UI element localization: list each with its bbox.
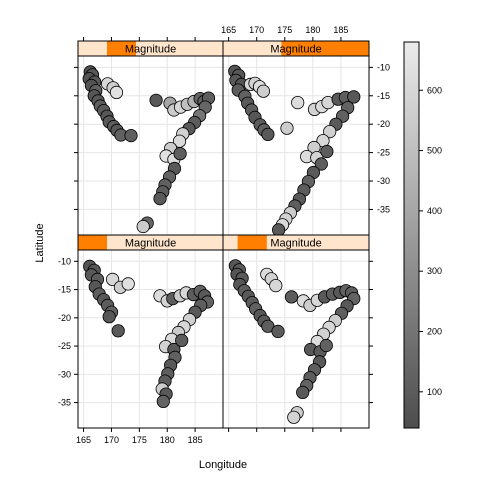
y-tick-label-left: -35 <box>58 398 71 408</box>
y-axis-label: Latitude <box>34 223 46 262</box>
panel-4: Magnitude <box>222 234 370 429</box>
strip-label: Magnitude <box>270 44 321 56</box>
strip-range-indicator <box>281 41 369 56</box>
data-point <box>175 333 189 347</box>
y-tick-label-left: -20 <box>58 313 71 323</box>
panel-1: Magnitude <box>77 40 224 236</box>
strip-border <box>222 40 370 57</box>
y-tick-label-right: -20 <box>377 119 390 129</box>
strip-label: Magnitude <box>125 238 176 250</box>
data-point <box>121 277 135 291</box>
panel-2: Magnitude <box>222 40 370 237</box>
x-tick-label-bottom: 175 <box>132 435 147 445</box>
x-tick-label-top: 180 <box>305 25 320 35</box>
y-tick-label-right: -15 <box>377 91 390 101</box>
y-tick-label-right: -30 <box>377 176 390 186</box>
data-point <box>319 338 333 353</box>
data-point <box>156 394 170 408</box>
data-point <box>347 90 361 104</box>
panels-group: Magnitude Magnitude Magnitude Magnitude <box>77 40 370 429</box>
data-point <box>256 84 270 98</box>
panel-3: Magnitude <box>77 234 224 429</box>
strip-label: Magnitude <box>270 238 321 250</box>
colorbar-tick-label: 600 <box>427 85 442 95</box>
x-tick-label-bottom: 170 <box>104 435 119 445</box>
data-point <box>271 223 286 237</box>
data-point <box>296 385 310 399</box>
data-point <box>149 93 163 107</box>
x-tick-label-top: 185 <box>333 25 348 35</box>
x-tick-label-bottom: 185 <box>188 435 203 445</box>
strip-label: Magnitude <box>125 44 176 56</box>
colorbar-tick-label: 100 <box>427 387 442 397</box>
data-point <box>106 272 120 286</box>
data-point <box>291 96 305 110</box>
strip-background <box>78 235 223 250</box>
strip-range-indicator <box>237 235 267 250</box>
strip-border <box>222 234 370 251</box>
strip-range-indicator <box>78 235 107 250</box>
x-tick-label-bottom: 165 <box>76 435 91 445</box>
colorbar-ramp <box>403 41 420 429</box>
y-tick-label-left: -30 <box>58 369 71 379</box>
y-tick-label-right: -10 <box>377 62 390 72</box>
colorbar-tick-label: 500 <box>427 146 442 156</box>
data-point <box>109 85 124 100</box>
x-tick-label-top: 175 <box>277 25 292 35</box>
strip-range-indicator <box>107 41 136 56</box>
colorbar-tick-label: 200 <box>427 327 442 337</box>
data-point <box>314 157 328 171</box>
x-tick-label-bottom: 180 <box>160 435 175 445</box>
x-tick-label-top: 170 <box>249 25 264 35</box>
data-point <box>284 290 299 304</box>
y-tick-label-right: -35 <box>377 204 390 214</box>
data-point <box>153 192 167 206</box>
y-tick-label-left: -25 <box>58 341 71 351</box>
data-point <box>111 324 125 338</box>
data-point <box>280 121 294 135</box>
data-point <box>320 144 334 159</box>
data-point <box>323 125 337 139</box>
x-axis-label: Longitude <box>199 459 247 471</box>
colorbar: 100 200 300 400 500 600 <box>403 41 442 429</box>
data-point <box>136 219 150 234</box>
colorbar-tick-label: 300 <box>427 266 442 276</box>
data-point <box>271 324 285 338</box>
data-point <box>124 129 138 143</box>
data-point <box>173 147 187 161</box>
data-point <box>102 310 116 324</box>
y-tick-label-left: -15 <box>58 285 71 295</box>
y-tick-label-right: -25 <box>377 148 390 158</box>
axes-group: 165 170 175 180 185 165 170 175 180 185 -10 -10 -15 -… <box>58 25 390 445</box>
data-point <box>269 278 283 293</box>
y-tick-label-left: -10 <box>58 256 71 266</box>
data-point <box>287 410 301 424</box>
colorbar-tick-label: 400 <box>427 206 442 216</box>
x-tick-label-top: 165 <box>221 25 236 35</box>
data-point <box>261 127 275 141</box>
